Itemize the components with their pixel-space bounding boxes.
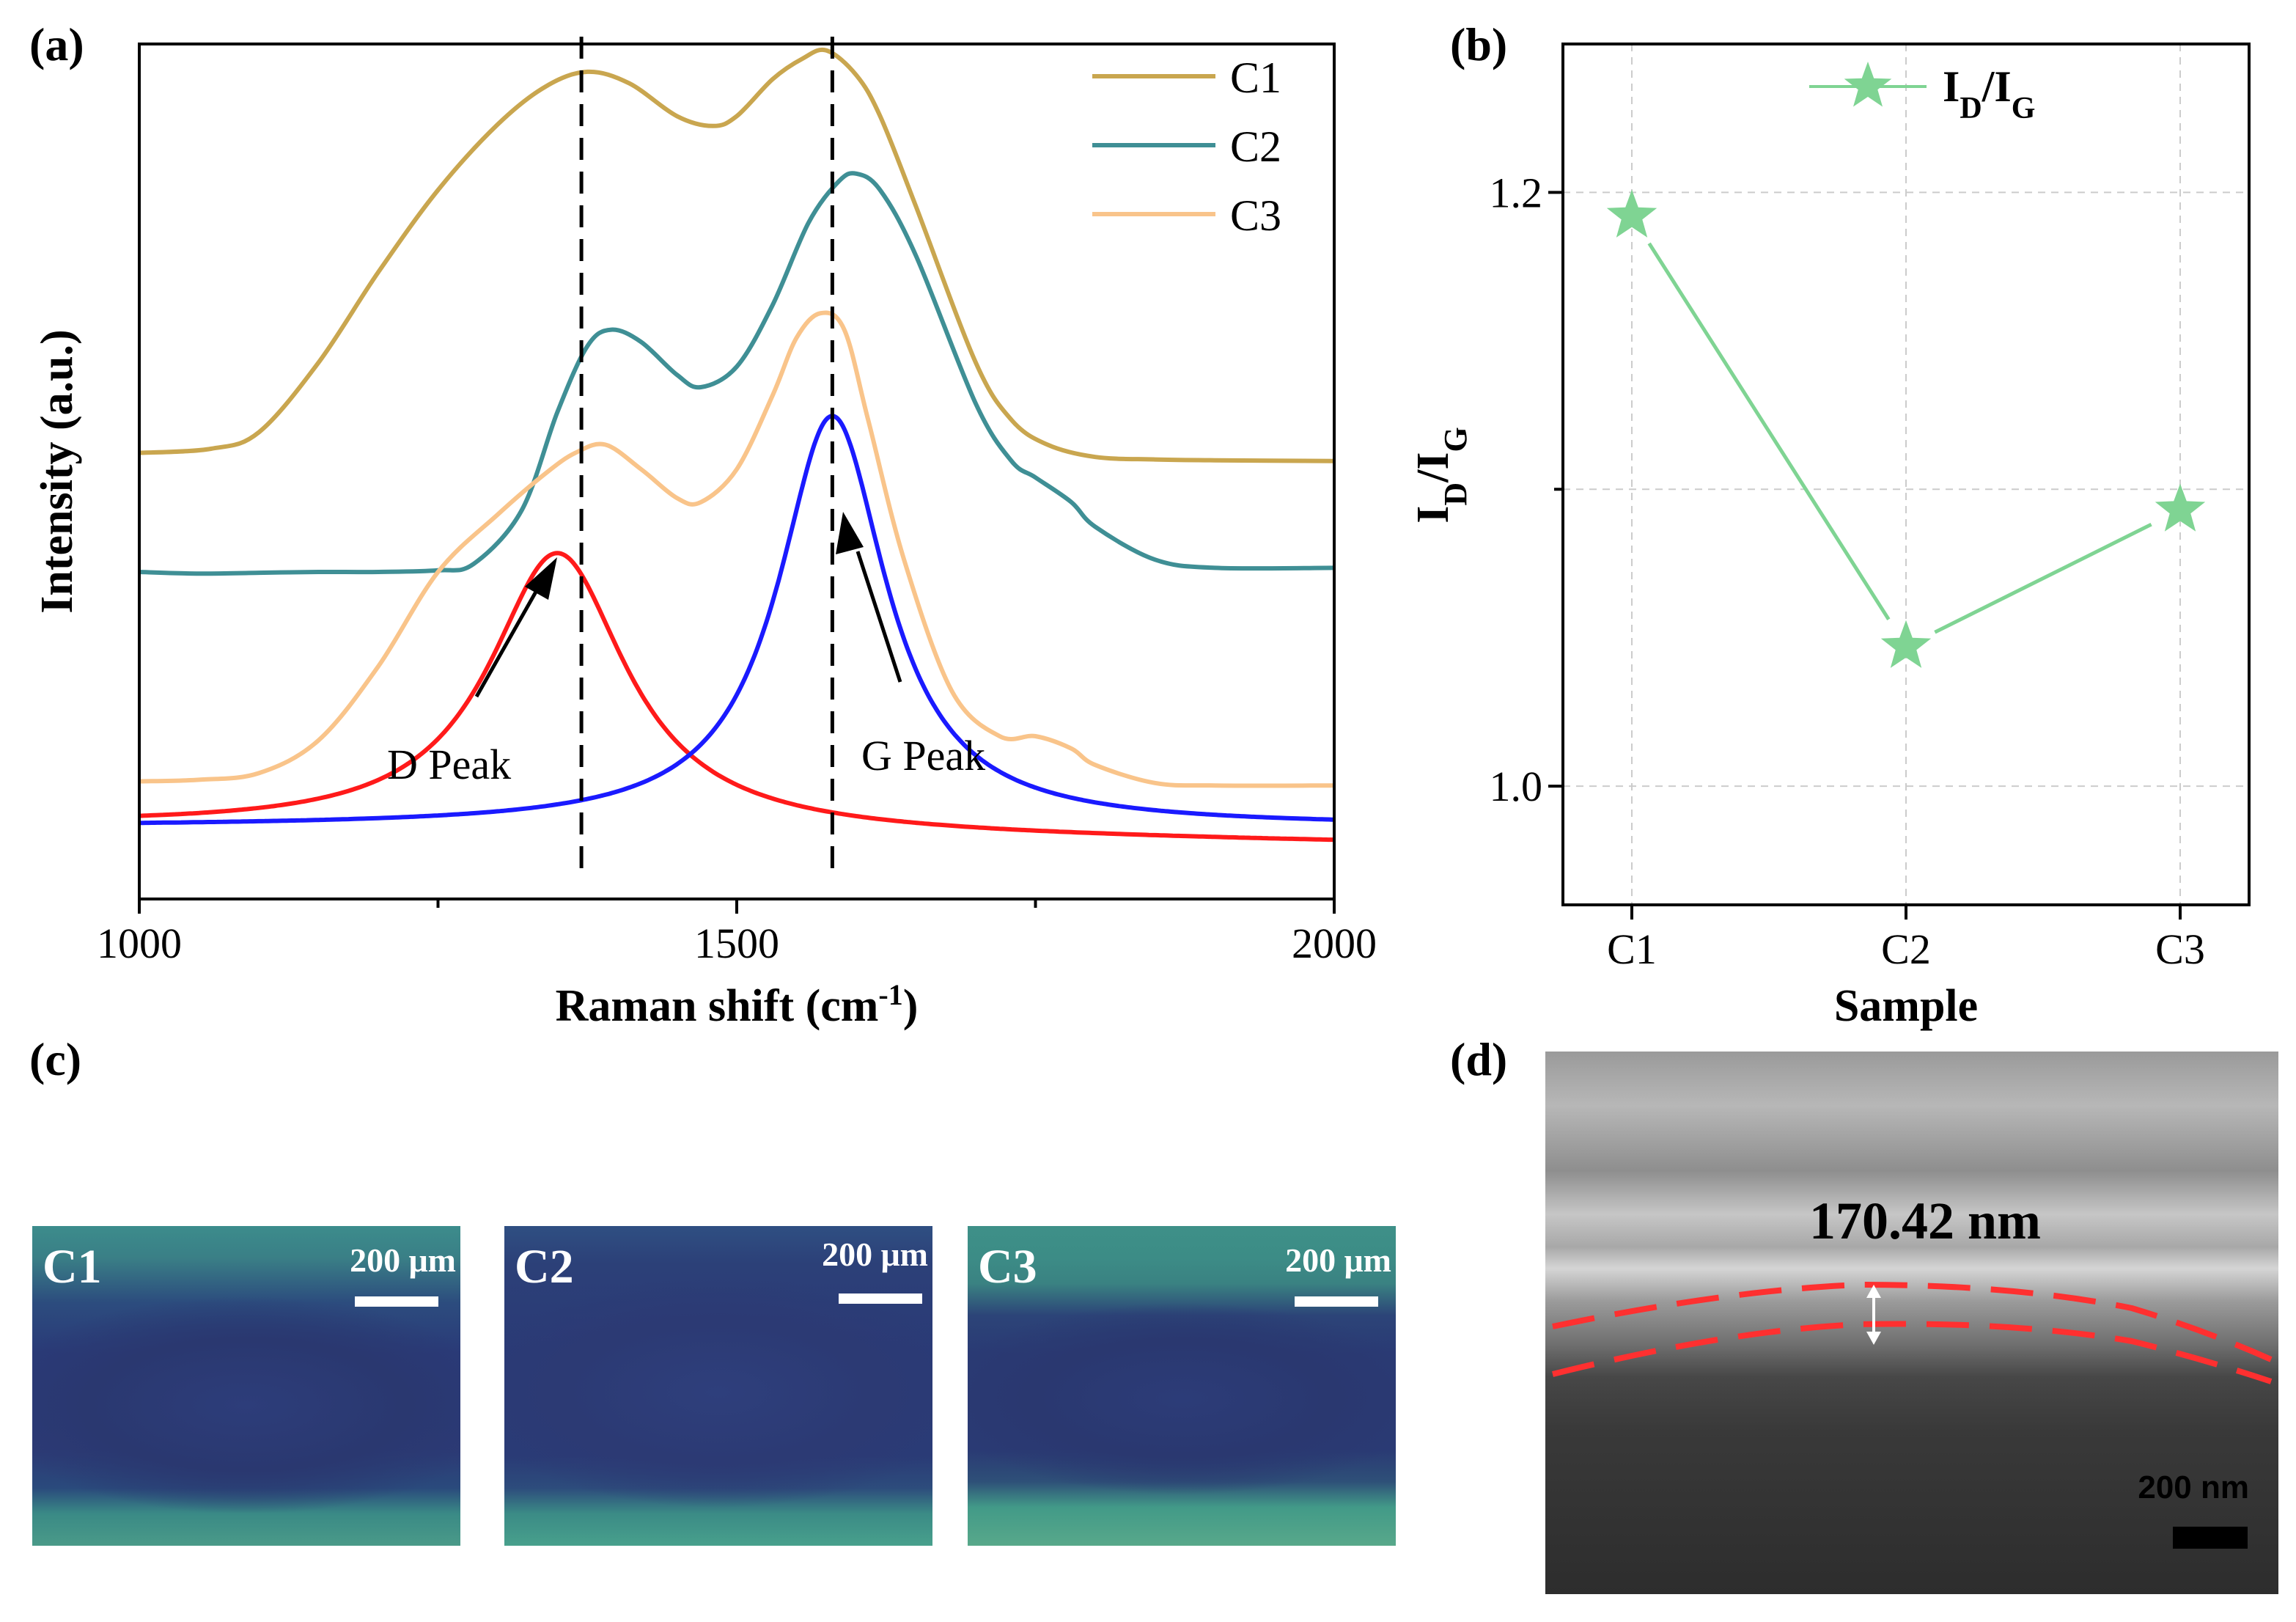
scale-text-c1: 200 μm <box>350 1241 456 1279</box>
film-bottom-boundary <box>1552 1321 2273 1384</box>
id-ig-line-segment <box>1647 242 1891 621</box>
id-ig-line-segment <box>1934 522 2152 634</box>
raman-legend: C1 C2 C3 <box>1092 54 1281 240</box>
id-ig-point-c2 <box>1880 620 1932 668</box>
scale-bar-c3 <box>1295 1296 1378 1307</box>
film-thickness-label: 170.42 nm <box>1809 1192 2042 1250</box>
scale-bar-c2 <box>839 1293 922 1304</box>
scale-text-c2: 200 μm <box>822 1236 928 1273</box>
sem-scale-text: 200 nm <box>2138 1469 2249 1505</box>
id-ig-xtick-label: C1 <box>1607 925 1657 973</box>
id-ig-ytick-label: 1.2 <box>1490 169 1543 216</box>
raman-legend-label-c2: C2 <box>1230 122 1281 171</box>
id-ig-legend-label: ID/IG <box>1943 62 2035 125</box>
raman-xtick-label: 2000 <box>1292 920 1377 967</box>
raman-chart: 1000 1500 2000 Raman shift (cm-1) Intensit… <box>32 37 1377 1031</box>
id-ig-chart: C1 C2 C3 1.0 1.2 Sample ID/IG ID/IG <box>1408 43 2251 1031</box>
raman-legend-label-c1: C1 <box>1230 54 1281 102</box>
panel-label-a: (a) <box>29 18 84 70</box>
d-peak-arrow <box>474 557 557 698</box>
thickness-arrow <box>1866 1285 1881 1345</box>
raman-legend-label-c3: C3 <box>1230 191 1281 240</box>
micrograph-label-c2: C2 <box>515 1240 574 1293</box>
scale-bar-c1 <box>355 1296 438 1307</box>
id-ig-legend: ID/IG <box>1809 62 2035 125</box>
d-peak-label: D Peak <box>387 741 511 788</box>
raman-xtick-label: 1000 <box>97 920 182 967</box>
id-ig-point-c1 <box>1606 189 1657 238</box>
g-peak-label: G Peak <box>861 732 985 779</box>
micrograph-label-c1: C1 <box>43 1240 102 1293</box>
sem-scale-bar <box>2173 1527 2248 1549</box>
scale-text-c3: 200 μm <box>1285 1241 1391 1279</box>
micrograph-c2: C2 200 μm <box>504 1226 932 1546</box>
raman-ylabel: Intensity (a.u.) <box>32 329 82 614</box>
sem-image: 170.42 nm 200 nm <box>1545 1052 2278 1594</box>
id-ig-xtick-label: C3 <box>2155 925 2205 973</box>
raman-series-c3 <box>139 310 1335 788</box>
g-peak-arrow <box>836 512 902 683</box>
id-ig-ylabel: ID/IG <box>1408 427 1473 524</box>
micrograph-label-c3: C3 <box>978 1240 1037 1293</box>
film-top-boundary <box>1552 1281 2273 1362</box>
raman-series-c2 <box>139 171 1335 576</box>
micrograph-c1: C1 200 μm <box>32 1226 460 1546</box>
id-ig-xlabel: Sample <box>1834 981 1978 1031</box>
sem-overlay <box>1552 1281 2273 1384</box>
panel-label-d: (d) <box>1450 1033 1508 1085</box>
legend-star-marker <box>1844 62 1892 107</box>
raman-series-c1 <box>139 47 1335 463</box>
raman-xtick-label: 1500 <box>694 920 779 967</box>
panel-label-b: (b) <box>1450 18 1508 70</box>
raman-series-g-peak-fit <box>139 414 1335 826</box>
panel-label-c: (c) <box>29 1033 82 1085</box>
micrograph-c3: C3 200 μm <box>968 1226 1396 1546</box>
id-ig-xtick-label: C2 <box>1881 925 1931 973</box>
raman-series-d-peak-fit <box>139 551 1335 843</box>
id-ig-ytick-label: 1.0 <box>1490 763 1543 810</box>
id-ig-point-c3 <box>2155 483 2206 532</box>
raman-xlabel: Raman shift (cm-1) <box>556 978 919 1032</box>
